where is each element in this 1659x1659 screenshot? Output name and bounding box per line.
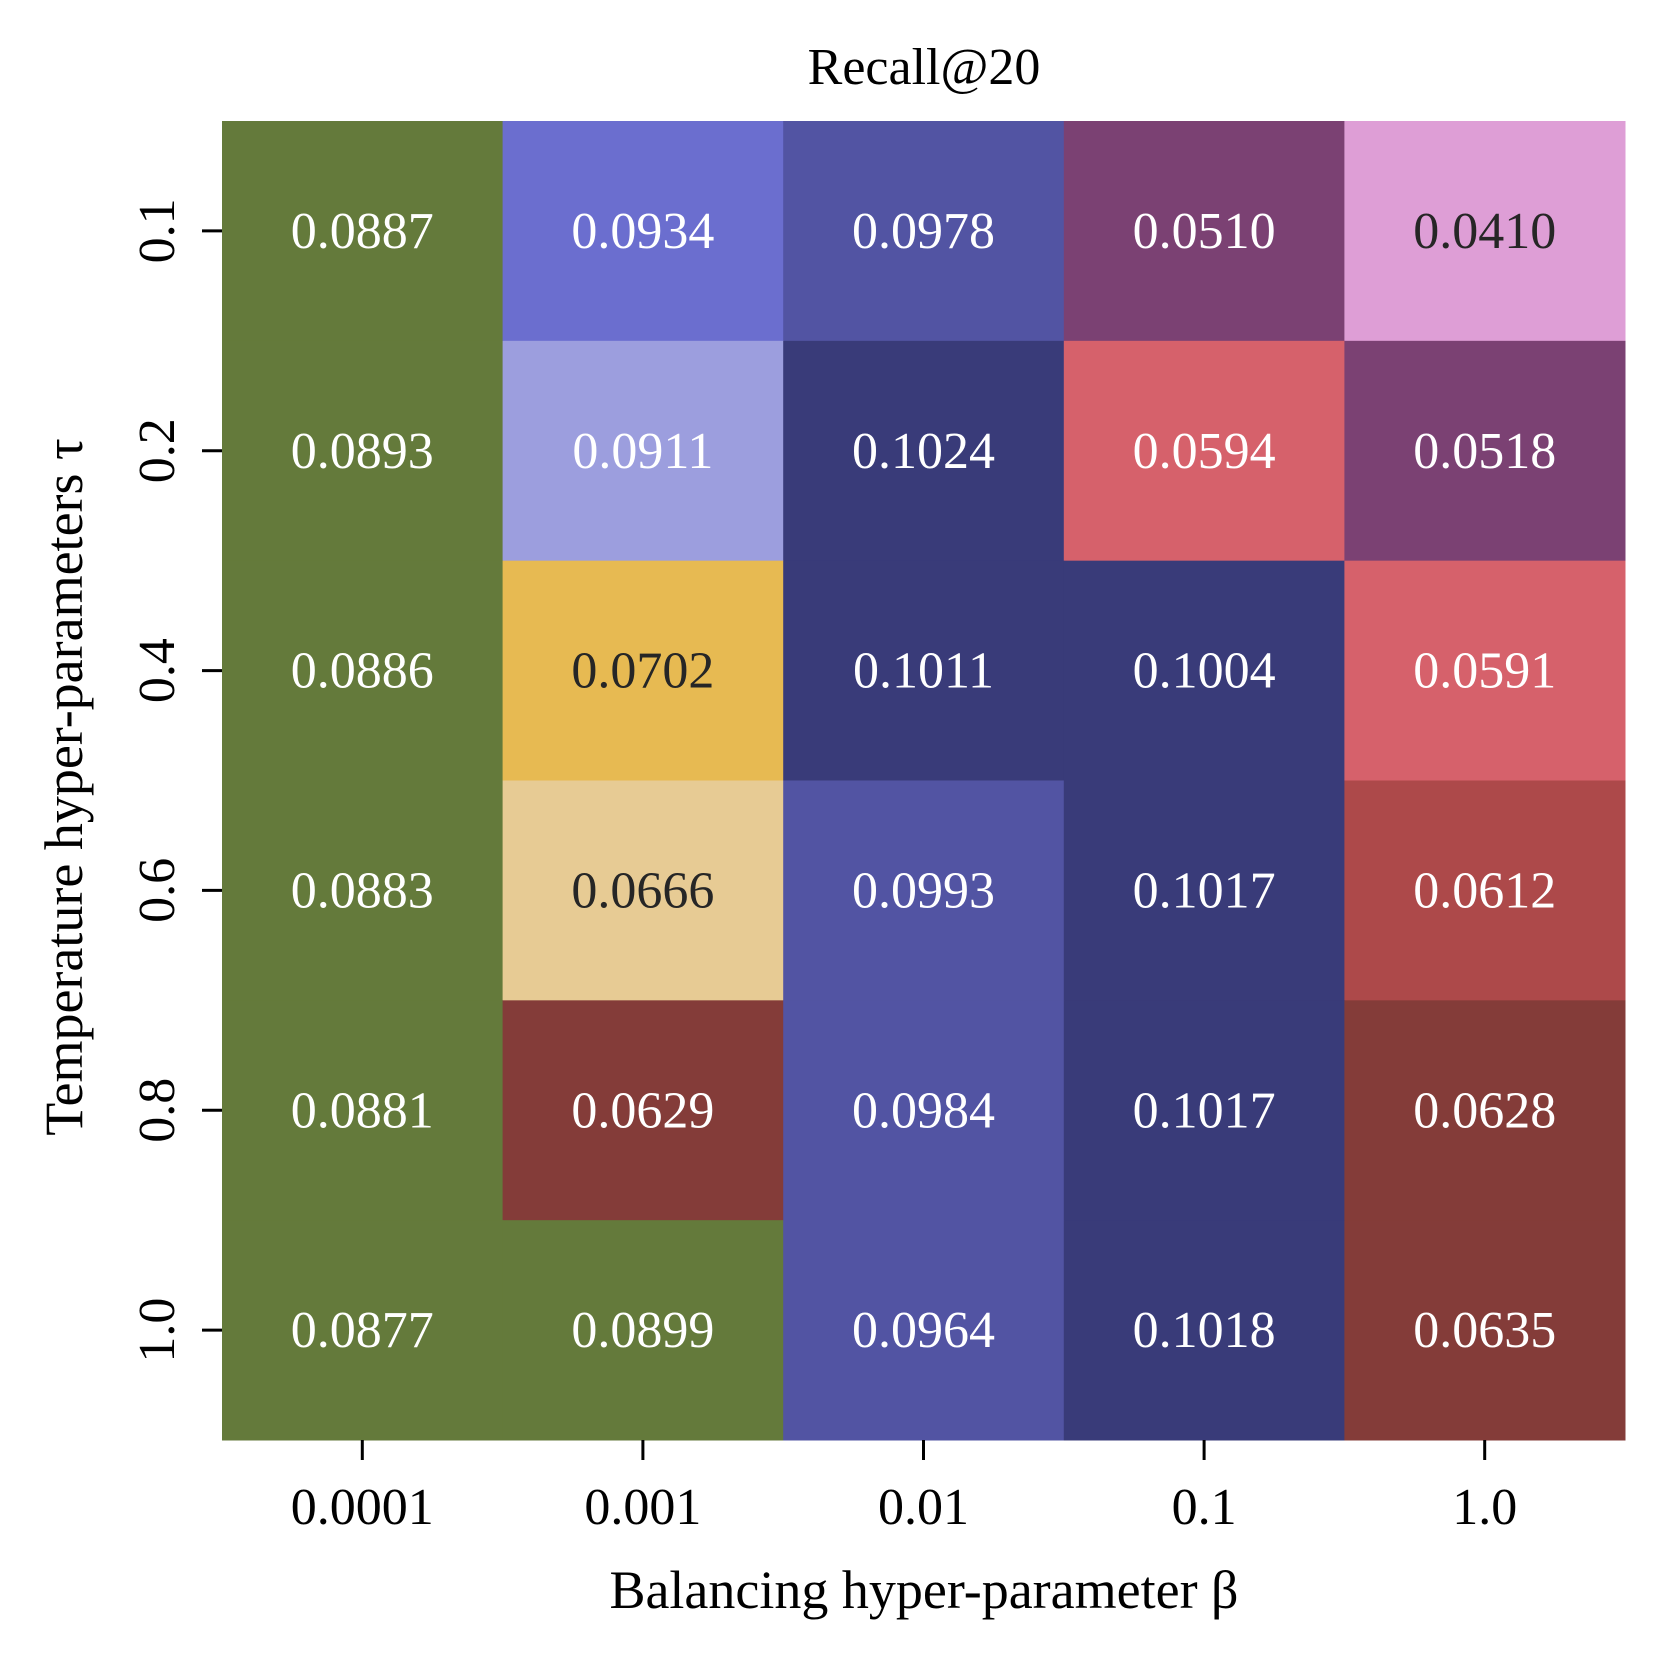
cell-value-label: 0.0964 (852, 1302, 995, 1359)
cell-value-label: 0.0911 (572, 423, 713, 480)
heatmap-cell (783, 780, 1065, 1001)
cell-value-label: 0.0629 (571, 1082, 714, 1139)
heatmap-cell (1063, 780, 1345, 1001)
cell-value-label: 0.0518 (1413, 423, 1556, 480)
heatmap-cell (783, 1000, 1065, 1221)
y-axis: 0.1 0.2 0.4 0.6 0.8 1.0 (129, 198, 222, 1363)
heatmap-cell (502, 340, 784, 562)
heatmap-cell (783, 560, 1065, 781)
cell-value-label: 0.0887 (291, 203, 434, 260)
cell-value-label: 0.1024 (852, 423, 995, 480)
heatmap-cell (783, 121, 1065, 342)
cell-value-label: 0.0591 (1413, 643, 1556, 700)
cell-value-label: 0.0893 (291, 423, 434, 480)
cell-value-label: 0.0881 (291, 1082, 434, 1139)
heatmap-cell (502, 780, 784, 1001)
heatmap-cell (502, 1000, 784, 1221)
chart-title: Recall@20 (808, 39, 1041, 96)
cell-value-label: 0.1004 (1133, 643, 1276, 700)
cell-value-label: 0.0993 (852, 862, 995, 919)
cell-value-label: 0.0510 (1133, 203, 1276, 260)
heatmap-cell (1063, 560, 1345, 781)
heatmap-cell (1344, 340, 1626, 562)
cell-value-label: 0.0978 (852, 203, 995, 260)
heatmap-cell (222, 121, 504, 342)
heatmap-cell (1344, 560, 1626, 781)
cell-value-label: 0.1018 (1133, 1302, 1276, 1359)
heatmap-cell (1344, 121, 1626, 342)
cell-value-label: 0.0410 (1413, 203, 1556, 260)
cell-value-label: 0.1017 (1133, 1082, 1276, 1139)
y-tick-label: 0.6 (129, 858, 186, 923)
x-tick-label: 0.01 (878, 1479, 969, 1536)
x-axis-label: Balancing hyper-parameter β (609, 1560, 1238, 1620)
y-tick-label: 0.2 (129, 418, 186, 483)
cell-value-label: 0.0612 (1413, 862, 1556, 919)
cell-value-label: 0.0666 (571, 862, 714, 919)
y-tick-label: 1.0 (129, 1298, 186, 1363)
heatmap-cell (783, 340, 1065, 562)
heatmap-cell (1063, 340, 1345, 562)
heatmap-cell (222, 780, 504, 1001)
y-tick-label: 0.8 (129, 1078, 186, 1143)
heatmap-cell (1344, 1220, 1626, 1441)
cell-value-label: 0.0635 (1413, 1302, 1556, 1359)
heatmap-cell (222, 560, 504, 781)
y-tick-label: 0.4 (129, 638, 186, 703)
heatmap-cell (222, 1220, 504, 1441)
heatmap-cell (502, 121, 784, 342)
heatmap-cell (502, 1220, 784, 1441)
heatmap-cell (1063, 1000, 1345, 1221)
heatmap-cell (783, 1220, 1065, 1441)
cell-value-label: 0.0883 (291, 862, 434, 919)
cell-value-label: 0.0886 (291, 643, 434, 700)
cell-value-label: 0.0934 (571, 203, 714, 260)
y-axis-label: Temperature hyper-parameters τ (34, 438, 94, 1135)
heatmap-cell (222, 1000, 504, 1221)
heatmap-cell (1063, 1220, 1345, 1441)
cell-value-label: 0.0899 (571, 1302, 714, 1359)
heatmap-cell (1344, 780, 1626, 1001)
cell-value-label: 0.0984 (852, 1082, 995, 1139)
cell-value-label: 0.0702 (571, 643, 714, 700)
heatmap-cells: 0.0887 0.0934 0.0978 0.0510 0.0410 0.0893 0.09… (222, 121, 1626, 1441)
x-tick-label: 0.1 (1172, 1479, 1237, 1536)
cell-value-label: 0.0594 (1133, 423, 1276, 480)
heatmap-cell (222, 340, 504, 562)
x-tick-label: 1.0 (1452, 1479, 1517, 1536)
x-tick-label: 0.0001 (291, 1479, 434, 1536)
heatmap-cell (1063, 121, 1345, 342)
cell-value-label: 0.1011 (853, 643, 994, 700)
heatmap-cell (502, 560, 784, 781)
cell-value-label: 0.0877 (291, 1302, 434, 1359)
cell-value-label: 0.0628 (1413, 1082, 1556, 1139)
x-tick-label: 0.001 (584, 1479, 701, 1536)
cell-value-label: 0.1017 (1133, 862, 1276, 919)
x-axis: 0.0001 0.001 0.01 0.1 1.0 (291, 1440, 1517, 1536)
heatmap-cell (1344, 1000, 1626, 1221)
y-tick-label: 0.1 (129, 198, 186, 263)
